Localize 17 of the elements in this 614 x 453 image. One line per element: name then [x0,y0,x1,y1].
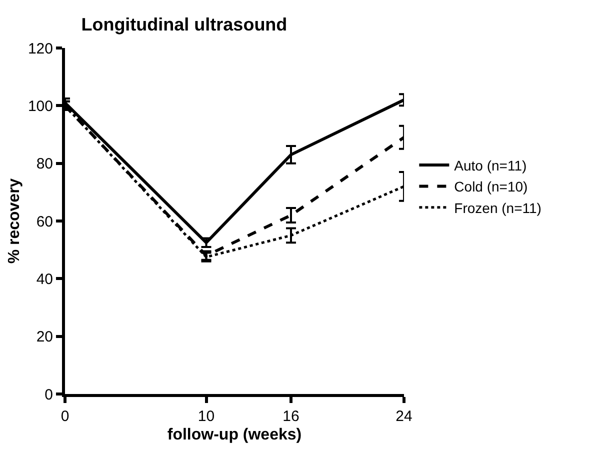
chart-title: Longitudinal ultrasound [81,14,288,35]
x-tick-label: 24 [396,408,412,425]
y-tick-label: 80 [36,156,53,173]
x-tick-label: 0 [60,408,70,425]
legend-label: Frozen (n=11) [454,200,542,216]
y-tick-label: 60 [36,213,53,230]
y-tick-label: 0 [44,386,53,404]
y-tick-label: 20 [36,328,53,346]
y-tick-label: 40 [36,270,53,288]
y-tick-label: 100 [28,98,53,115]
x-tick-label: 10 [198,408,215,425]
x-tick-label: 16 [282,408,300,425]
legend-label: Auto (n=11) [454,157,527,174]
y-axis-title: % recovery [6,178,23,264]
x-axis-title: follow-up (weeks) [167,426,302,444]
y-tick-label: 120 [28,40,53,58]
legend-label: Cold (n=10) [454,178,528,195]
